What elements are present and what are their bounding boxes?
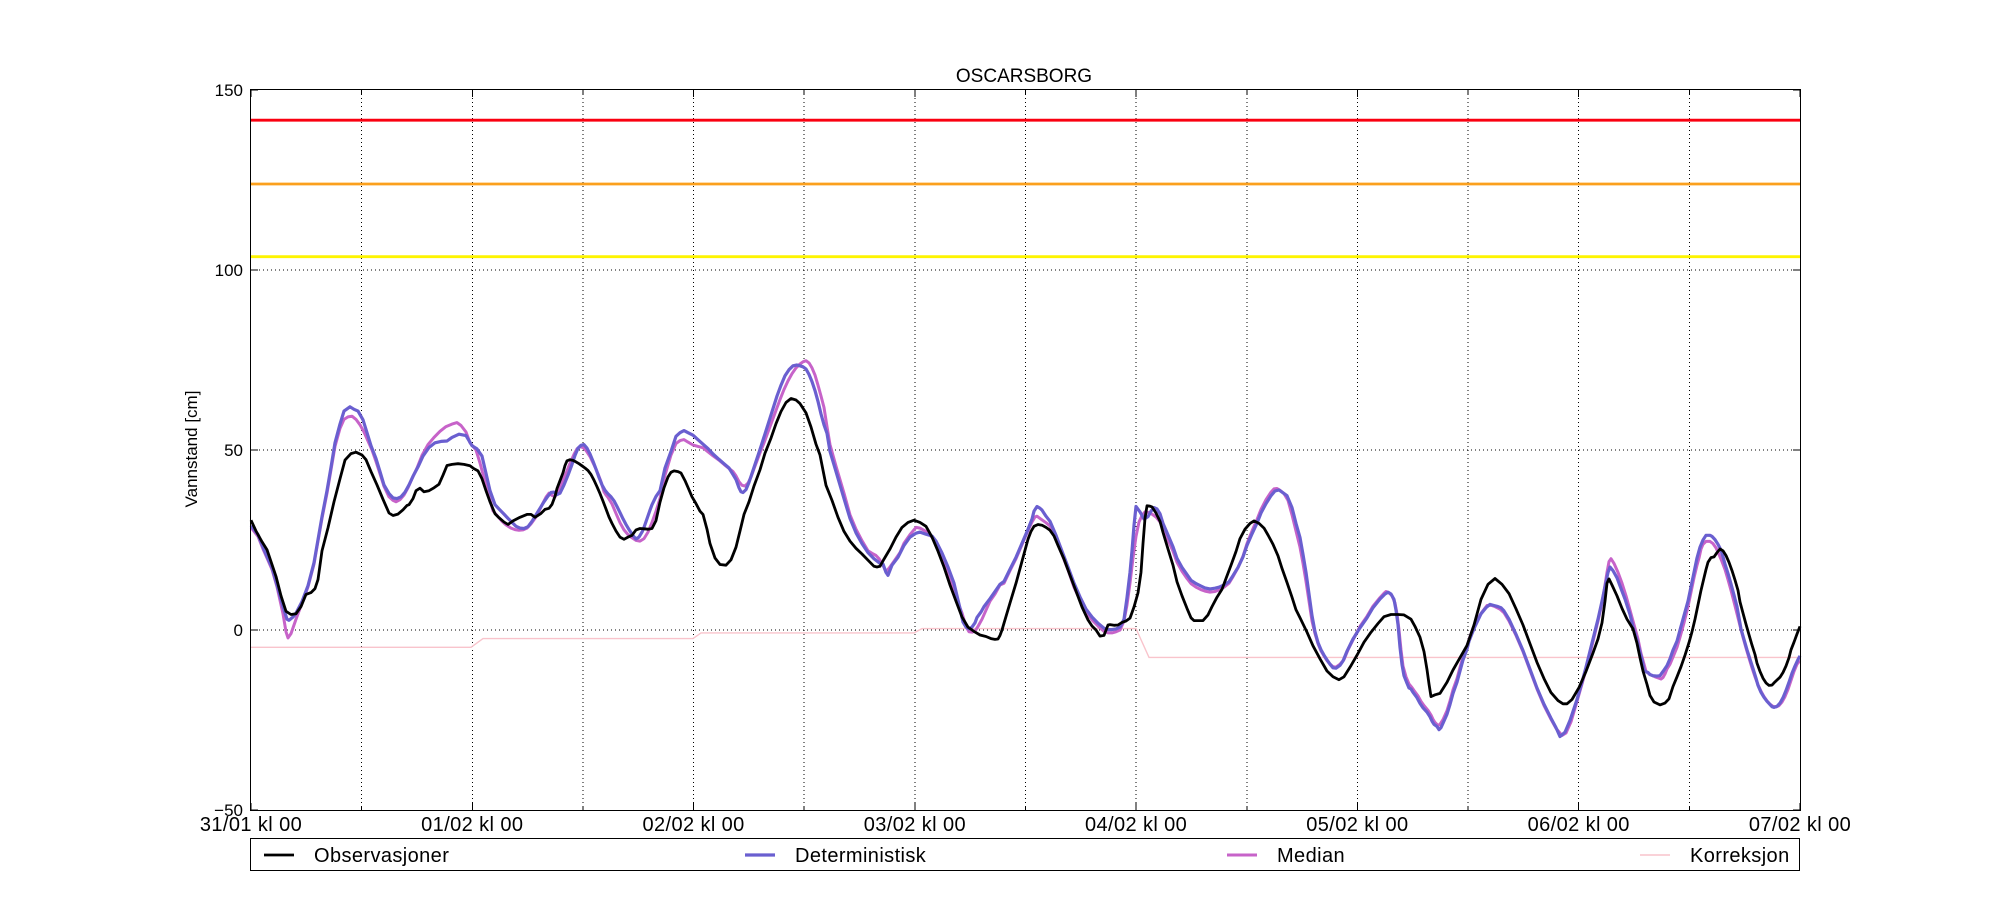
svg-text:50: 50 xyxy=(224,441,243,460)
svg-text:07/02 kl 00: 07/02 kl 00 xyxy=(1749,814,1851,836)
svg-text:0: 0 xyxy=(234,621,243,640)
svg-text:OSCARSBORG: OSCARSBORG xyxy=(956,66,1092,87)
svg-text:02/02 kl 00: 02/02 kl 00 xyxy=(642,814,744,836)
svg-text:01/02 kl 00: 01/02 kl 00 xyxy=(421,814,523,836)
svg-text:Vannstand [cm]: Vannstand [cm] xyxy=(182,391,201,508)
svg-text:03/02 kl 00: 03/02 kl 00 xyxy=(864,814,966,836)
svg-text:06/02 kl 00: 06/02 kl 00 xyxy=(1528,814,1630,836)
svg-text:Deterministisk: Deterministisk xyxy=(795,845,927,867)
svg-text:150: 150 xyxy=(215,81,243,100)
svg-text:Observasjoner: Observasjoner xyxy=(314,845,449,867)
svg-text:100: 100 xyxy=(215,261,243,280)
svg-text:−50: −50 xyxy=(214,801,243,820)
svg-text:05/02 kl 00: 05/02 kl 00 xyxy=(1306,814,1408,836)
svg-text:04/02 kl 00: 04/02 kl 00 xyxy=(1085,814,1187,836)
svg-text:31/01 kl 00: 31/01 kl 00 xyxy=(200,814,302,836)
svg-text:Korreksjon: Korreksjon xyxy=(1690,845,1790,867)
svg-text:Median: Median xyxy=(1277,845,1345,867)
